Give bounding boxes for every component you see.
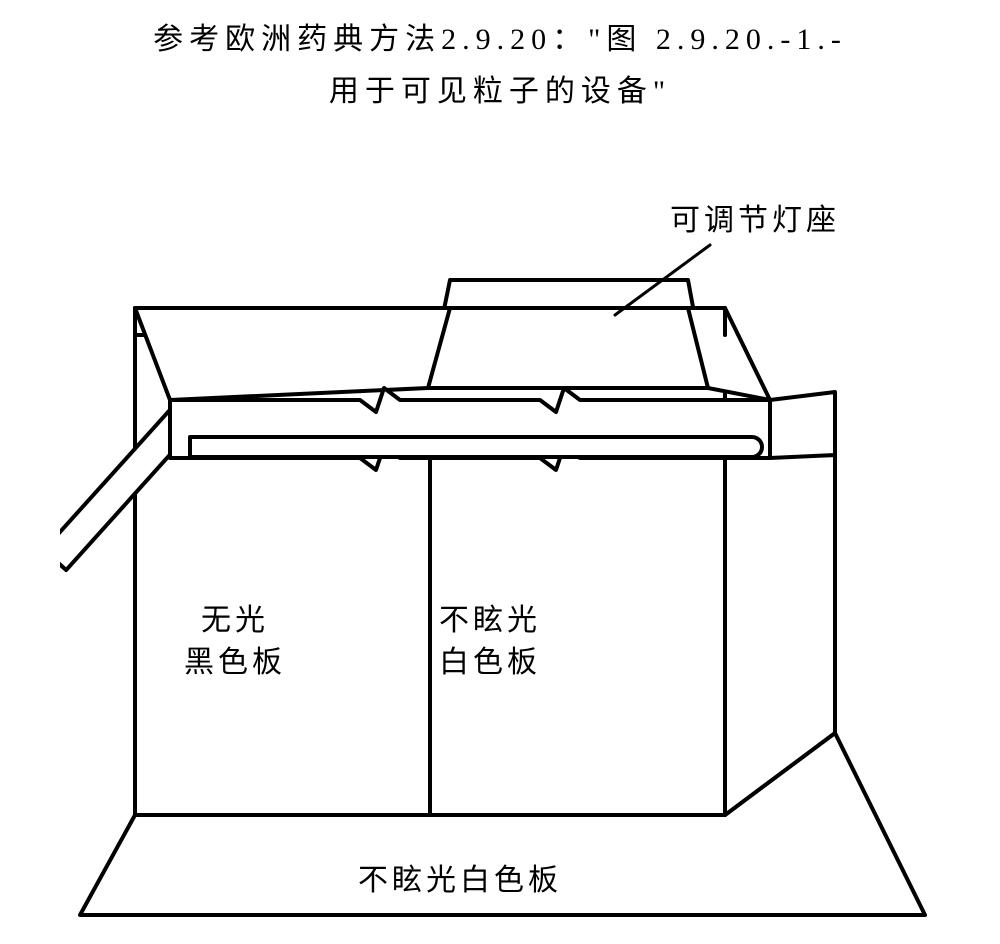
title-line-1: 参考欧洲药典方法2.9.20："图 2.9.20.-1.- xyxy=(0,14,1000,58)
black-panel-label-2: 黑色板 xyxy=(184,646,286,679)
housing-top-left xyxy=(135,308,450,400)
lamp-top-plate xyxy=(428,280,708,388)
housing-right-face xyxy=(770,392,835,458)
white-panel-label-2: 白色板 xyxy=(439,646,541,679)
apparatus-diagram: 可调节灯座无光黑色板不眩光白色板不眩光白色板 xyxy=(60,200,940,920)
page-root: 参考欧洲药典方法2.9.20："图 2.9.20.-1.- 用于可见粒子的设备"… xyxy=(0,0,1000,944)
white-panel-label-1: 不眩光 xyxy=(439,604,541,637)
lamp-tube xyxy=(190,437,762,457)
black-panel-label-1: 无光 xyxy=(201,604,269,637)
floor-panel-label: 不眩光白色板 xyxy=(358,864,562,897)
lampholder-label: 可调节灯座 xyxy=(670,204,840,237)
title-line-2: 用于可见粒子的设备" xyxy=(0,66,1000,110)
diagram-container: 可调节灯座无光黑色板不眩光白色板不眩光白色板 xyxy=(60,200,940,925)
